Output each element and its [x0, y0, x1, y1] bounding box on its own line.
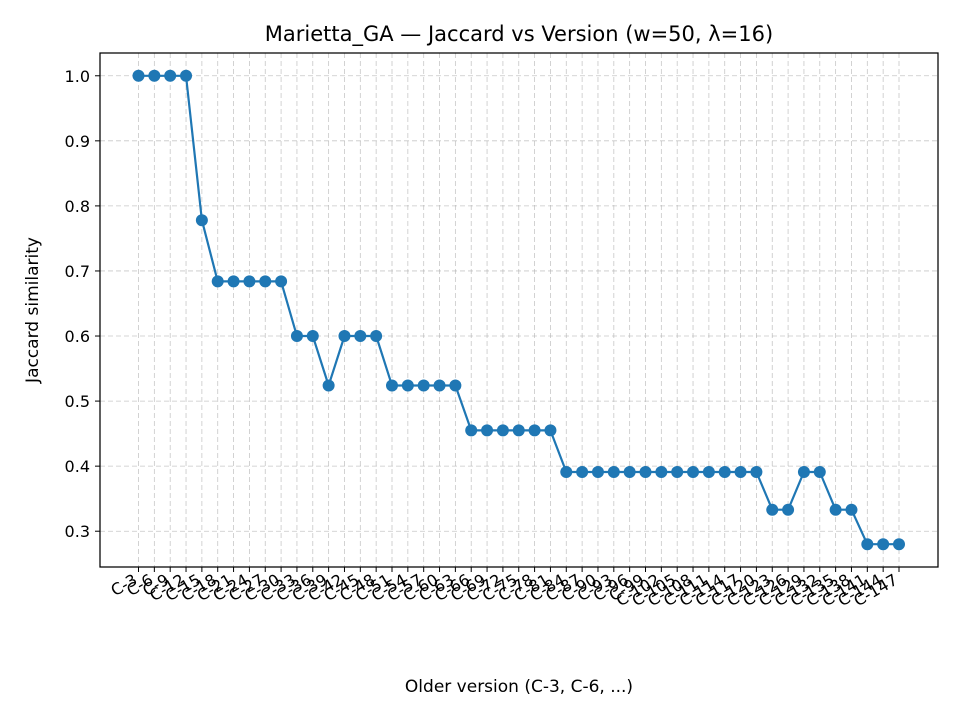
- data-point: [782, 503, 795, 516]
- data-point: [623, 466, 636, 479]
- y-tick-label: 0.3: [65, 522, 90, 541]
- data-point: [496, 424, 509, 437]
- data-point: [290, 330, 303, 343]
- y-tick-label: 1.0: [65, 67, 90, 86]
- data-point: [132, 69, 145, 82]
- data-point: [797, 466, 810, 479]
- y-tick-label: 0.9: [65, 132, 90, 151]
- data-point: [655, 466, 668, 479]
- data-point: [591, 466, 604, 479]
- data-point: [370, 330, 383, 343]
- grid-lines: [100, 53, 938, 567]
- data-point: [560, 466, 573, 479]
- chart-title: Marietta_GA — Jaccard vs Version (w=50, …: [265, 22, 773, 47]
- data-point: [702, 466, 715, 479]
- data-point: [338, 330, 351, 343]
- data-point: [211, 275, 224, 288]
- data-point: [433, 379, 446, 392]
- data-point: [639, 466, 652, 479]
- data-point: [259, 275, 272, 288]
- data-point: [877, 538, 890, 551]
- data-point: [829, 503, 842, 516]
- data-point: [718, 466, 731, 479]
- y-tick-label: 0.5: [65, 392, 90, 411]
- data-point: [401, 379, 414, 392]
- data-point: [734, 466, 747, 479]
- data-point: [512, 424, 525, 437]
- x-axis: C-3C-6C-9C-12C-15C-18C-21C-24C-27C-30C-3…: [108, 567, 901, 610]
- data-point: [845, 503, 858, 516]
- data-point: [861, 538, 874, 551]
- data-point: [306, 330, 319, 343]
- data-point: [576, 466, 589, 479]
- series-markers: [132, 69, 905, 551]
- y-tick-label: 0.8: [65, 197, 90, 216]
- data-point: [275, 275, 288, 288]
- y-tick-label: 0.7: [65, 262, 90, 281]
- x-axis-label: Older version (C-3, C-6, ...): [405, 677, 633, 697]
- data-point: [465, 424, 478, 437]
- data-point: [607, 466, 620, 479]
- y-tick-label: 0.4: [65, 457, 90, 476]
- y-axis: 0.3 0.4 0.5 0.6 0.7 0.8 0.9 1.0: [65, 67, 100, 541]
- data-point: [164, 69, 177, 82]
- data-point: [354, 330, 367, 343]
- data-point: [671, 466, 684, 479]
- data-point: [528, 424, 541, 437]
- data-point: [322, 379, 335, 392]
- data-point: [813, 466, 826, 479]
- data-point: [750, 466, 763, 479]
- data-point: [481, 424, 494, 437]
- data-point: [243, 275, 256, 288]
- y-tick-label: 0.6: [65, 327, 90, 346]
- data-point: [195, 214, 208, 227]
- data-point: [766, 503, 779, 516]
- data-point: [227, 275, 240, 288]
- data-point: [544, 424, 557, 437]
- data-point: [180, 69, 193, 82]
- data-point: [386, 379, 398, 392]
- y-axis-label: Jaccard similarity: [23, 237, 43, 384]
- data-point: [893, 538, 905, 551]
- data-point: [449, 379, 462, 392]
- data-point: [148, 69, 161, 82]
- data-point: [687, 466, 700, 479]
- data-point: [417, 379, 430, 392]
